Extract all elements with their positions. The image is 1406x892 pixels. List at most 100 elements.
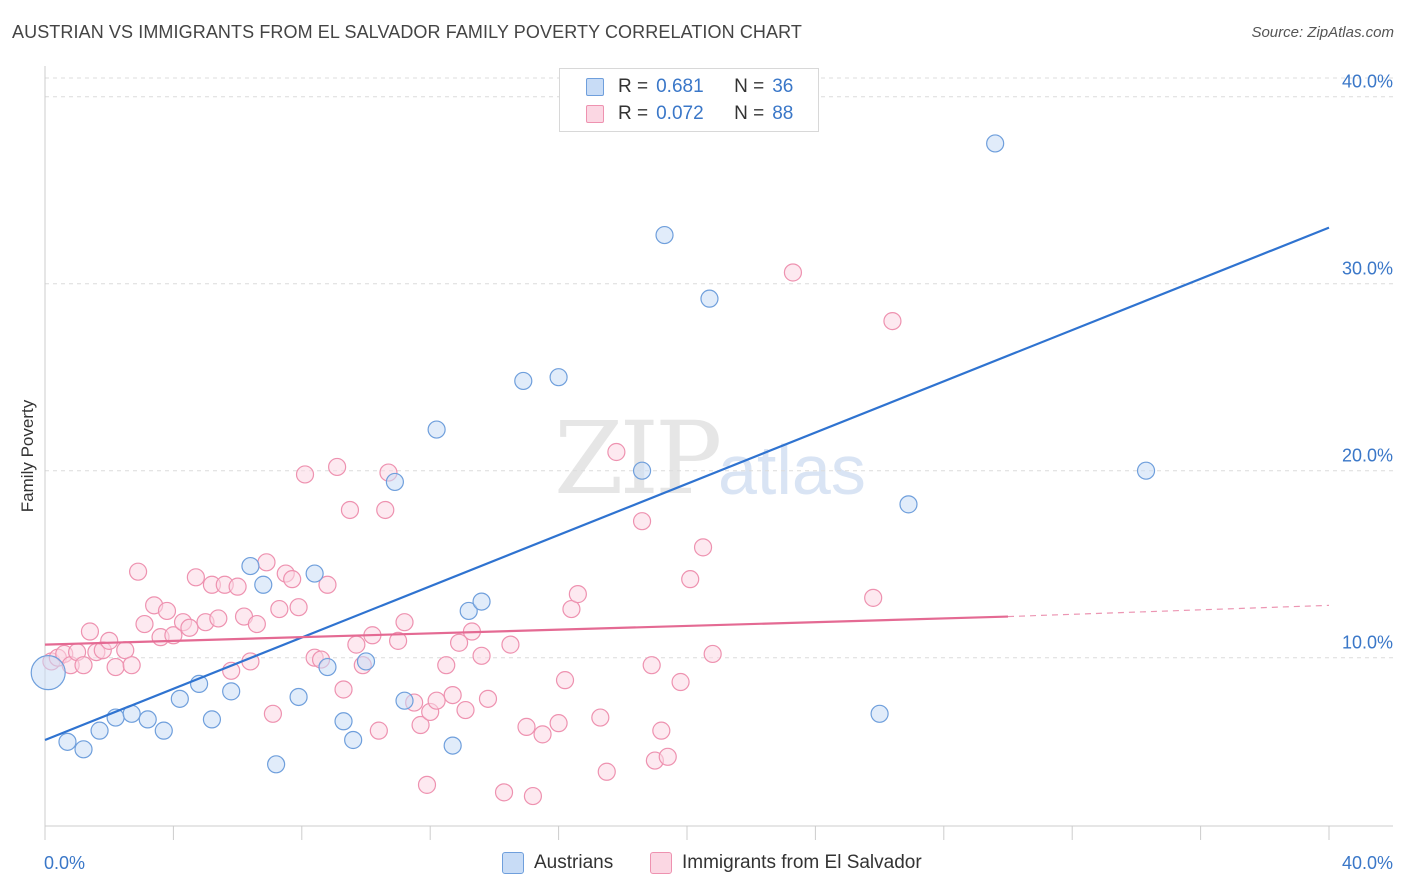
data-point-el-salvador [180, 618, 199, 637]
r-value: 0.072 [656, 103, 704, 124]
data-point-austrians [514, 371, 533, 391]
data-point-austrians [632, 461, 652, 480]
trend-line-austrians [44, 226, 1330, 742]
data-point-el-salvador [186, 568, 205, 587]
data-point-el-salvador [449, 633, 469, 652]
data-point-austrians [899, 495, 918, 514]
data-point-austrians [202, 710, 222, 729]
data-point-el-salvador [334, 680, 353, 699]
data-point-el-salvador [681, 570, 700, 589]
trend-line-el-salvador-extension [1007, 604, 1330, 618]
data-point-el-salvador [417, 775, 437, 794]
data-point-austrians [30, 655, 66, 691]
x-tick-label: 0.0% [44, 853, 85, 873]
legend-label-austrians: Austrians [534, 852, 614, 873]
data-point-el-salvador [295, 465, 315, 484]
data-point-el-salvador [157, 601, 177, 621]
data-point-el-salvador [74, 656, 93, 675]
data-point-austrians [267, 755, 286, 774]
data-point-el-salvador [128, 562, 148, 581]
data-point-el-salvador [501, 635, 520, 654]
data-point-austrians [58, 732, 77, 751]
data-point-el-salvador [328, 457, 347, 477]
legend-item-austrians[interactable]: Austrians [502, 852, 613, 874]
data-point-el-salvador [283, 570, 302, 589]
data-point-el-salvador [122, 656, 141, 675]
data-point-el-salvador [597, 762, 616, 781]
legend-item-el-salvador[interactable]: Immigrants from El Salvador [650, 852, 922, 874]
data-point-el-salvador [347, 635, 366, 654]
n-label: N = [734, 103, 765, 124]
data-point-austrians [170, 689, 189, 708]
data-point-austrians [395, 691, 414, 710]
n-value: 36 [772, 76, 794, 97]
data-point-austrians [318, 657, 337, 677]
data-point-el-salvador [437, 656, 456, 675]
data-point-el-salvador [632, 512, 652, 531]
r-label: R = [618, 76, 649, 97]
legend-swatch-austrians [586, 78, 604, 96]
data-point-el-salvador [658, 747, 677, 766]
data-point-el-salvador [427, 691, 446, 710]
x-tick-label: 40.0% [1342, 853, 1393, 873]
correlation-legend: R = 0.681 N = 36 R = 0.072 N = 88 [559, 68, 819, 132]
data-point-el-salvador [369, 721, 388, 740]
data-point-el-salvador [456, 700, 475, 720]
legend-row-austrians: R = 0.681 N = 36 [586, 75, 793, 99]
data-point-austrians [427, 420, 446, 439]
data-point-el-salvador [411, 715, 430, 735]
watermark-zip: ZIP [554, 400, 722, 517]
trend-line-el-salvador [44, 615, 1009, 646]
y-tick-label: 10.0% [1342, 633, 1393, 653]
legend-swatch-el-salvador [650, 852, 672, 874]
data-point-el-salvador [395, 613, 414, 632]
data-point-el-salvador [478, 689, 498, 708]
data-point-austrians [986, 134, 1005, 153]
legend-label-el-salvador: Immigrants from El Salvador [682, 852, 922, 873]
data-point-el-salvador [549, 714, 568, 733]
data-point-el-salvador [783, 263, 803, 282]
legend-swatch-el-salvador [586, 105, 604, 123]
n-label: N = [734, 76, 765, 97]
data-point-austrians [222, 682, 241, 701]
data-point-austrians [90, 721, 109, 740]
data-point-el-salvador [555, 671, 575, 690]
data-point-el-salvador [100, 631, 119, 650]
legend-swatch-austrians [502, 852, 524, 874]
data-point-el-salvador [883, 312, 902, 331]
y-tick-label: 40.0% [1342, 72, 1393, 92]
legend-row-el-salvador: R = 0.072 N = 88 [586, 102, 793, 126]
data-point-austrians [334, 712, 353, 731]
data-point-el-salvador [703, 644, 722, 664]
data-point-el-salvador [562, 599, 581, 619]
data-point-austrians [74, 740, 93, 759]
data-point-austrians [344, 730, 363, 750]
data-point-austrians [385, 472, 404, 492]
data-point-el-salvador [607, 442, 626, 462]
data-point-el-salvador [228, 577, 247, 596]
source-label: Source: ZipAtlas.com [1251, 24, 1394, 41]
data-point-austrians [459, 601, 478, 621]
data-point-austrians [443, 736, 462, 755]
y-tick-label: 30.0% [1342, 259, 1393, 279]
data-point-el-salvador [289, 598, 308, 617]
data-point-el-salvador [494, 783, 514, 802]
data-point-el-salvador [257, 553, 276, 572]
data-point-el-salvador [106, 657, 125, 677]
data-point-el-salvador [568, 585, 587, 604]
data-point-austrians [549, 368, 568, 387]
data-point-austrians [356, 652, 376, 671]
data-point-el-salvador [472, 646, 491, 665]
data-point-austrians [138, 710, 157, 729]
data-point-el-salvador [340, 500, 360, 520]
data-point-el-salvador [642, 656, 661, 675]
data-point-austrians [289, 687, 308, 707]
data-point-austrians [1136, 461, 1156, 480]
data-point-el-salvador [376, 500, 395, 520]
y-tick-label: 20.0% [1342, 446, 1393, 466]
data-point-el-salvador [389, 631, 408, 650]
data-point-el-salvador [135, 614, 154, 634]
data-point-austrians [472, 592, 491, 611]
data-point-el-salvador [693, 538, 713, 557]
data-point-el-salvador [263, 704, 283, 723]
